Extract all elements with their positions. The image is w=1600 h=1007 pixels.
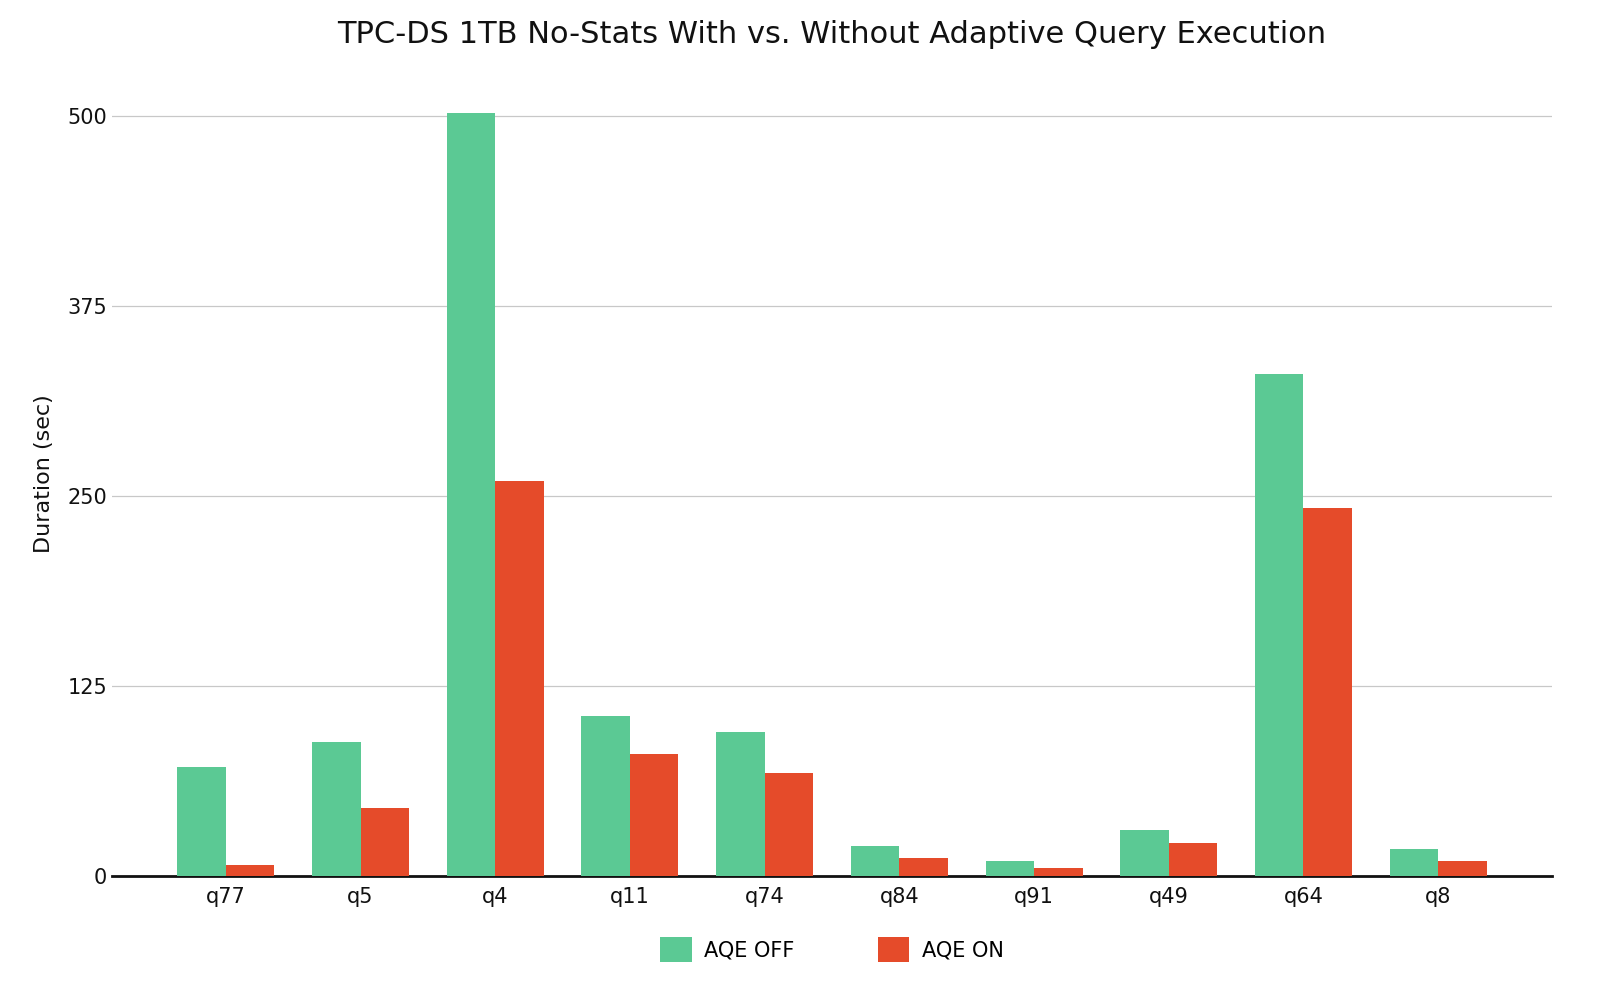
Bar	[986, 861, 1034, 876]
Bar	[360, 808, 410, 876]
Bar	[630, 754, 678, 876]
Bar	[851, 846, 899, 876]
Bar	[1438, 861, 1486, 876]
Bar	[226, 865, 275, 876]
Bar	[1034, 868, 1083, 876]
Legend: AQE OFF, AQE ON: AQE OFF, AQE ON	[661, 937, 1003, 963]
Bar	[1254, 375, 1304, 876]
Bar	[1304, 509, 1352, 876]
Bar	[717, 732, 765, 876]
Bar	[446, 113, 496, 876]
Bar	[899, 858, 947, 876]
Title: TPC-DS 1TB No-Stats With vs. Without Adaptive Query Execution: TPC-DS 1TB No-Stats With vs. Without Ada…	[338, 20, 1326, 48]
Bar	[1120, 831, 1168, 876]
Bar	[581, 717, 630, 876]
Bar	[1389, 849, 1438, 876]
Bar	[765, 772, 813, 876]
Bar	[312, 742, 360, 876]
Y-axis label: Duration (sec): Duration (sec)	[34, 394, 53, 553]
Bar	[178, 766, 226, 876]
Bar	[496, 481, 544, 876]
Bar	[1168, 843, 1218, 876]
